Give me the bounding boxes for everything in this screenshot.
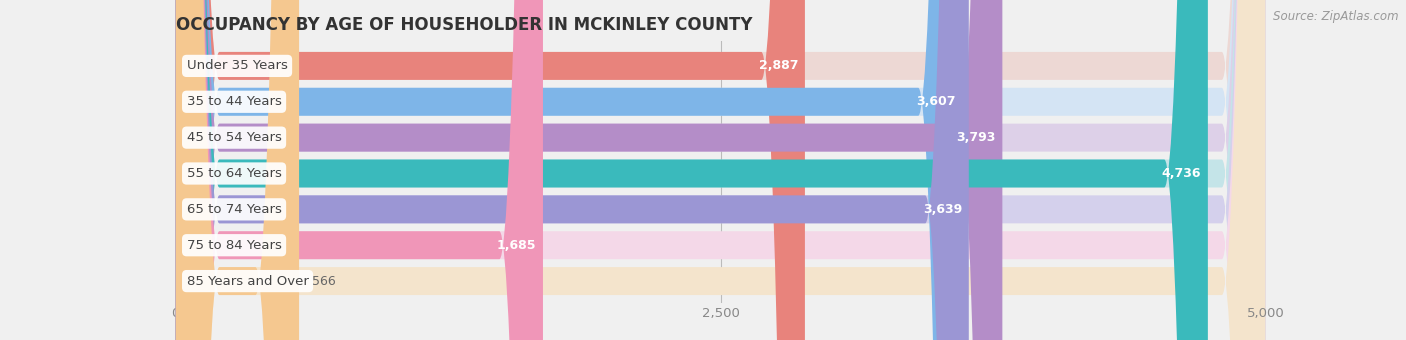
Text: 75 to 84 Years: 75 to 84 Years: [187, 239, 281, 252]
Text: Under 35 Years: Under 35 Years: [187, 59, 287, 72]
Text: 3,639: 3,639: [922, 203, 962, 216]
Text: 45 to 54 Years: 45 to 54 Years: [187, 131, 281, 144]
FancyBboxPatch shape: [176, 0, 1002, 340]
Text: 566: 566: [312, 275, 336, 288]
Text: 85 Years and Over: 85 Years and Over: [187, 275, 308, 288]
FancyBboxPatch shape: [176, 0, 1265, 340]
FancyBboxPatch shape: [176, 0, 969, 340]
Text: 3,607: 3,607: [915, 95, 955, 108]
FancyBboxPatch shape: [176, 0, 804, 340]
FancyBboxPatch shape: [176, 0, 1265, 340]
FancyBboxPatch shape: [176, 0, 1265, 340]
Text: 2,887: 2,887: [759, 59, 799, 72]
FancyBboxPatch shape: [176, 0, 1265, 340]
FancyBboxPatch shape: [176, 0, 1208, 340]
Text: 65 to 74 Years: 65 to 74 Years: [187, 203, 281, 216]
Text: 1,685: 1,685: [496, 239, 537, 252]
Text: Source: ZipAtlas.com: Source: ZipAtlas.com: [1274, 10, 1399, 23]
FancyBboxPatch shape: [176, 0, 1265, 340]
FancyBboxPatch shape: [176, 0, 543, 340]
Text: 55 to 64 Years: 55 to 64 Years: [187, 167, 281, 180]
FancyBboxPatch shape: [176, 0, 962, 340]
Text: 4,736: 4,736: [1161, 167, 1201, 180]
Text: 3,793: 3,793: [956, 131, 995, 144]
Text: OCCUPANCY BY AGE OF HOUSEHOLDER IN MCKINLEY COUNTY: OCCUPANCY BY AGE OF HOUSEHOLDER IN MCKIN…: [176, 16, 752, 34]
FancyBboxPatch shape: [176, 0, 1265, 340]
Text: 35 to 44 Years: 35 to 44 Years: [187, 95, 281, 108]
FancyBboxPatch shape: [176, 0, 1265, 340]
FancyBboxPatch shape: [176, 0, 299, 340]
